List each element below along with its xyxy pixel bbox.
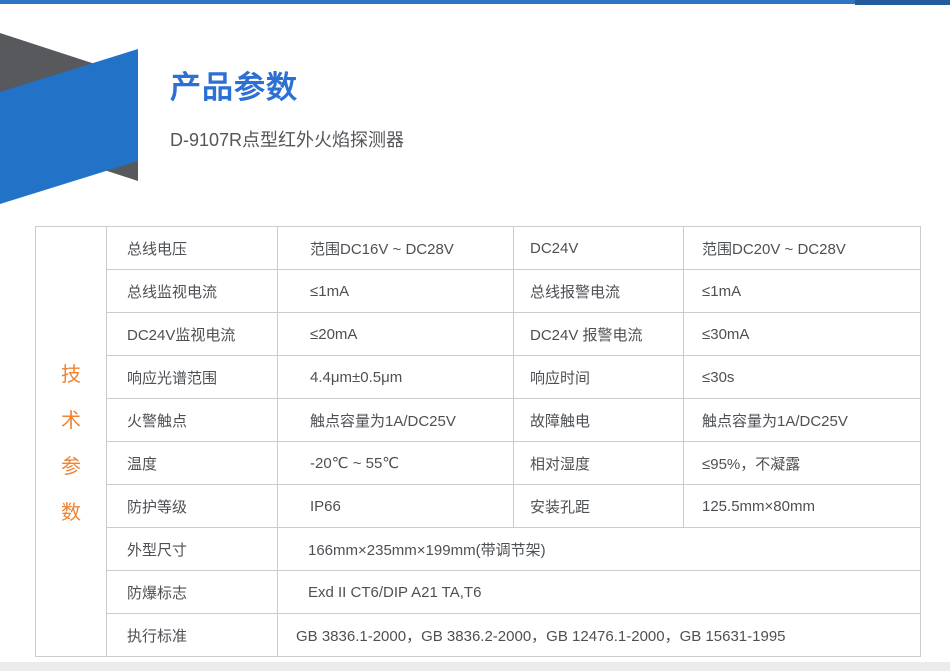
param-value: 125.5mm×80mm: [684, 485, 921, 528]
ribbon-blue-band: [0, 49, 138, 204]
corner-ribbon-graphic: [0, 33, 138, 204]
param-value: 166mm×235mm×199mm(带调节架): [278, 528, 921, 571]
param-value: IP66: [278, 485, 514, 528]
param-value: Exd II CT6/DIP A21 TA,T6: [278, 571, 921, 614]
param-value: ≤95%，不凝露: [684, 442, 921, 485]
product-model-subtitle: D-9107R点型红外火焰探测器: [170, 130, 405, 150]
param-label: 执行标准: [107, 614, 278, 657]
param-value: ≤30mA: [684, 313, 921, 356]
param-label: DC24V 报警电流: [514, 313, 684, 356]
param-label: 相对湿度: [514, 442, 684, 485]
header: 产品参数 D-9107R点型红外火焰探测器: [170, 70, 404, 150]
side-label-char: 参: [61, 456, 81, 478]
param-label: 响应时间: [514, 356, 684, 399]
param-label: DC24V监视电流: [107, 313, 278, 356]
param-value: GB 3836.1-2000，GB 3836.2-2000，GB 12476.1…: [278, 614, 921, 657]
param-label: 温度: [107, 442, 278, 485]
param-label: 外型尺寸: [107, 528, 278, 571]
param-label: 总线电压: [107, 227, 278, 270]
param-label: 火警触点: [107, 399, 278, 442]
side-label-technical-parameters: 技 术 参 数: [36, 227, 107, 657]
param-label: DC24V: [514, 227, 684, 270]
param-label: 防爆标志: [107, 571, 278, 614]
param-value: ≤20mA: [278, 313, 514, 356]
side-label-char: 技: [61, 364, 81, 386]
top-accent-bar-dark-segment: [855, 0, 950, 5]
param-value: 范围DC16V ~ DC28V: [278, 227, 514, 270]
param-label: 总线报警电流: [514, 270, 684, 313]
side-label-char: 数: [61, 502, 81, 524]
side-label-char: 术: [61, 410, 81, 432]
top-accent-bar: [0, 0, 855, 4]
param-label: 防护等级: [107, 485, 278, 528]
param-value: ≤30s: [684, 356, 921, 399]
param-value: ≤1mA: [684, 270, 921, 313]
page-title: 产品参数: [170, 70, 298, 105]
param-value: 触点容量为1A/DC25V: [278, 399, 514, 442]
bottom-divider-strip: [0, 662, 950, 671]
param-value: 触点容量为1A/DC25V: [684, 399, 921, 442]
spec-table: 技 术 参 数 总线电压 范围DC16V ~ DC28V DC24V 范围DC2…: [35, 226, 921, 657]
param-value: 范围DC20V ~ DC28V: [684, 227, 921, 270]
param-value: -20℃ ~ 55℃: [278, 442, 514, 485]
param-label: 安装孔距: [514, 485, 684, 528]
param-label: 总线监视电流: [107, 270, 278, 313]
param-value: 4.4μm±0.5μm: [278, 356, 514, 399]
param-label: 响应光谱范围: [107, 356, 278, 399]
param-label: 故障触电: [514, 399, 684, 442]
param-value: ≤1mA: [278, 270, 514, 313]
